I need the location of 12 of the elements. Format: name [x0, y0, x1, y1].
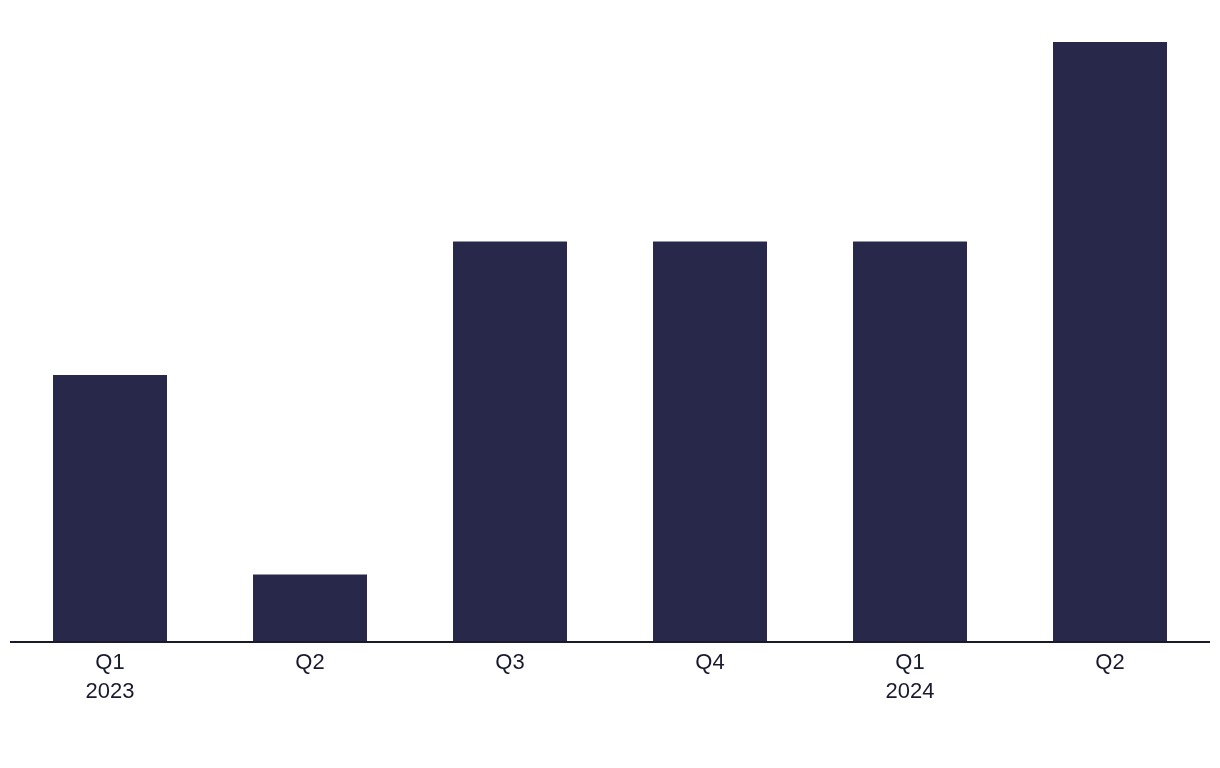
bar	[53, 375, 167, 641]
x-tick-label: Q1 2023	[85, 649, 135, 703]
bar	[253, 574, 367, 641]
x-tick-label: Q3	[495, 649, 525, 675]
x-tick-label: Q1 2024	[885, 649, 935, 703]
bar	[453, 241, 567, 641]
x-tick-label: Q2	[1095, 649, 1125, 675]
bar	[653, 241, 767, 641]
x-tick-label: Q2	[295, 649, 325, 675]
bar	[1053, 42, 1167, 641]
x-tick-label: Q4	[695, 649, 725, 675]
bar	[853, 241, 967, 641]
